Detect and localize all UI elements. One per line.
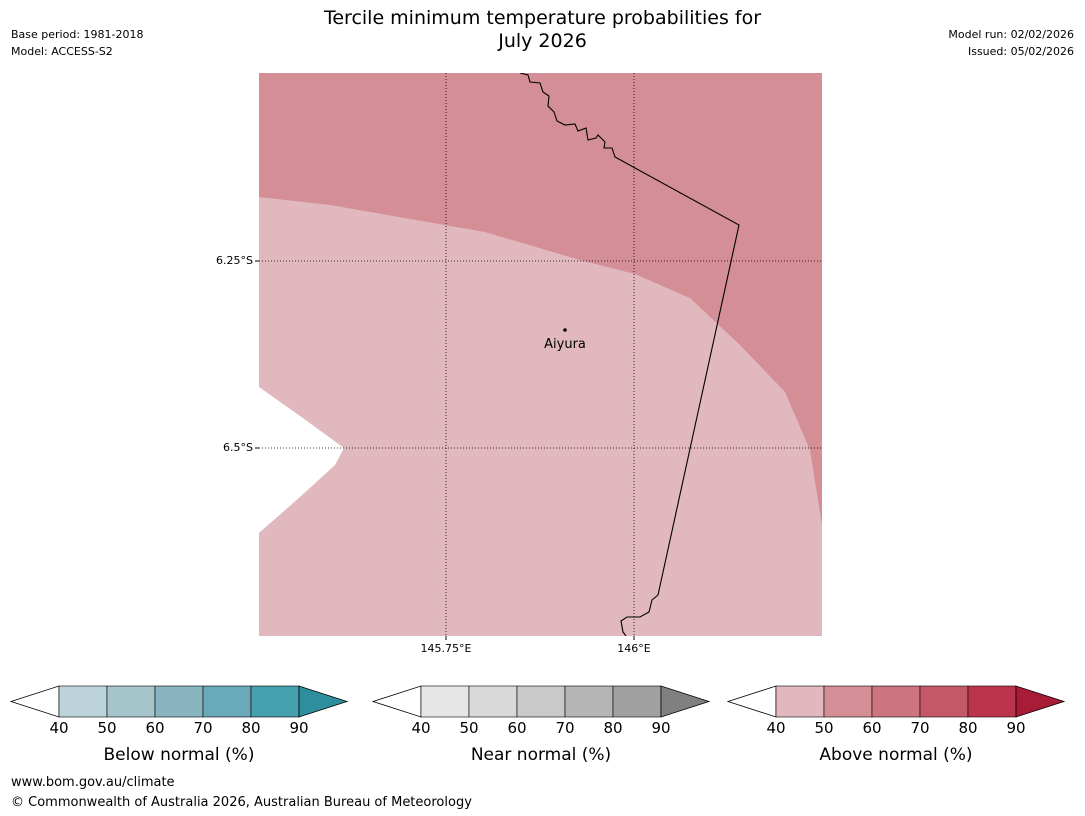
header-meta-right: Model run: 02/02/2026 Issued: 05/02/2026	[948, 26, 1074, 60]
colorbar-below	[9, 685, 349, 718]
colorbars	[9, 685, 1066, 718]
zone-below-40	[259, 387, 344, 533]
colorbar-near-tick-label: 80	[603, 719, 623, 737]
colorbar-below-tick-label: 70	[193, 719, 213, 737]
colorbar-near-segment	[612, 685, 662, 718]
colorbar-above-segment	[775, 685, 825, 718]
model-run-text: Model run: 02/02/2026	[948, 28, 1074, 41]
header-meta-left: Base period: 1981-2018 Model: ACCESS-S2	[11, 26, 143, 60]
colorbar-below-tick-label: 60	[145, 719, 165, 737]
colorbar-near-tick-label: 70	[555, 719, 575, 737]
border-line	[519, 73, 740, 636]
colorbar-above	[726, 685, 1066, 718]
colorbar-near-tick-label: 40	[411, 719, 431, 737]
colorbar-below-max-extension	[298, 685, 349, 718]
colorbar-below-tick-label: 90	[289, 719, 309, 737]
colorbar-above-segment	[823, 685, 873, 718]
lon-label-145.75: 145.75°E	[420, 642, 472, 655]
model-text: Model: ACCESS-S2	[11, 45, 113, 58]
colorbar-below-title: Below normal (%)	[103, 745, 255, 765]
issued-text: Issued: 05/02/2026	[967, 45, 1074, 58]
colorbar-above-segment	[919, 685, 969, 718]
lat-label-6.25: 6.25°S	[216, 254, 253, 267]
colorbar-below-segment	[202, 685, 252, 718]
page-title: Tercile minimum temperature probabilitie…	[0, 7, 1085, 53]
lat-ticks	[255, 260, 259, 449]
colorbar-near-segment	[516, 685, 566, 718]
colorbar-near-tick-label: 90	[651, 719, 671, 737]
colorbar-above-segment	[967, 685, 1017, 718]
colorbar-near-segment	[420, 685, 470, 718]
colorbar-near-segment	[468, 685, 518, 718]
base-period-text: Base period: 1981-2018	[11, 28, 144, 41]
footer-url: www.bom.gov.au/climate	[11, 775, 175, 790]
colorbar-near-tick-label: 60	[507, 719, 527, 737]
title-line-1: Tercile minimum temperature probabilitie…	[323, 7, 762, 29]
colorbar-near-tick-label: 50	[459, 719, 479, 737]
title-line-2: July 2026	[498, 30, 587, 52]
footer-copyright: © Commonwealth of Australia 2026, Austra…	[11, 795, 472, 810]
colorbar-above-tick-label: 90	[1006, 719, 1026, 737]
colorbar-above-tick-label: 40	[766, 719, 786, 737]
colorbar-below-tick-label: 40	[49, 719, 69, 737]
colorbar-near-title: Near normal (%)	[470, 745, 612, 765]
colorbar-near-segment	[564, 685, 614, 718]
colorbar-below-min-extension	[9, 685, 60, 718]
colorbar-below-segment	[58, 685, 108, 718]
colorbar-below-segment	[250, 685, 300, 718]
place-marker	[563, 328, 567, 332]
colorbar-near-min-extension	[371, 685, 422, 718]
zone-above-40-50	[259, 197, 822, 636]
colorbar-above-tick-label: 60	[862, 719, 882, 737]
colorbar-below-tick-label: 50	[97, 719, 117, 737]
lon-ticks	[445, 636, 635, 640]
colorbar-below-segment	[106, 685, 156, 718]
colorbar-above-max-extension	[1015, 685, 1066, 718]
colorbar-above-tick-label: 50	[814, 719, 834, 737]
colorbar-below-segment	[154, 685, 204, 718]
colorbar-above-tick-label: 80	[958, 719, 978, 737]
place-label: Aiyura	[544, 337, 586, 352]
map-panel	[259, 73, 822, 636]
colorbar-above-min-extension	[726, 685, 777, 718]
lat-label-6.5: 6.5°S	[223, 441, 253, 454]
colorbar-near-max-extension	[660, 685, 711, 718]
colorbar-near	[371, 685, 711, 718]
colorbar-above-segment	[871, 685, 921, 718]
colorbar-above-title: Above normal (%)	[819, 745, 973, 765]
lon-label-146: 146°E	[617, 642, 651, 655]
colorbar-above-tick-label: 70	[910, 719, 930, 737]
colorbar-below-tick-label: 80	[241, 719, 261, 737]
